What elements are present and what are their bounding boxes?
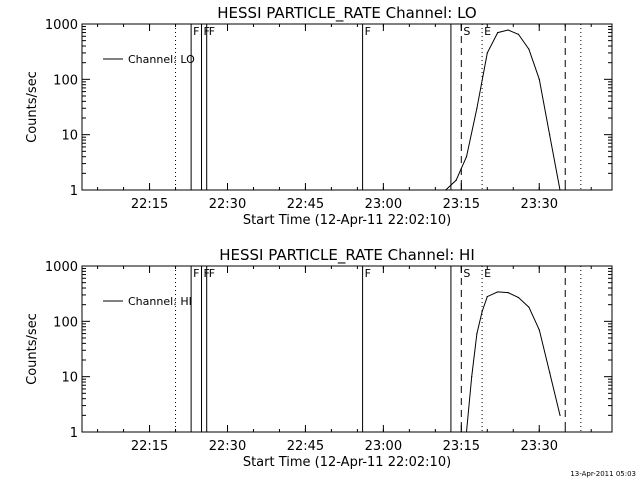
legend-label: Channel: LO — [128, 53, 195, 66]
data-point — [559, 189, 561, 191]
data-point — [507, 292, 509, 294]
chart-title: HESSI PARTICLE_RATE Channel: LO — [217, 4, 476, 23]
y-tick-label: 1 — [70, 184, 78, 199]
data-point — [538, 329, 540, 331]
data-point — [559, 414, 561, 416]
x-tick-label: 23:30 — [521, 197, 558, 212]
plot-frame — [81, 23, 613, 191]
y-axis-label: Counts/sec — [25, 313, 40, 385]
y-tick-label: 10 — [61, 371, 78, 386]
x-tick-label: 23:15 — [443, 197, 480, 212]
event-marker-label: S — [463, 25, 470, 38]
data-point — [528, 48, 530, 50]
event-marker-label: F — [193, 25, 199, 38]
data-point — [517, 296, 520, 299]
event-marker-label: F — [365, 25, 371, 38]
data-point — [486, 295, 488, 298]
data-point — [507, 29, 509, 31]
plot-frame — [81, 265, 613, 433]
data-point — [497, 291, 499, 293]
data-point — [528, 306, 530, 308]
y-tick-label: 1000 — [45, 18, 78, 33]
series-line — [445, 29, 561, 191]
x-axis-label: Start Time (12-Apr-11 22:02:10) — [243, 213, 451, 228]
data-point — [476, 107, 478, 109]
y-tick-label: 100 — [53, 315, 78, 330]
timestamp-label: 13-Apr-2011 05:03 — [570, 470, 636, 478]
y-tick-label: 1000 — [45, 260, 78, 275]
data-point — [486, 52, 488, 54]
event-marker-label: F — [193, 267, 199, 280]
x-tick-label: 22:30 — [209, 197, 246, 212]
data-point — [445, 189, 447, 191]
chart-panel-2: HESSI PARTICLE_RATE Channel: HI 22:15 22:3… — [25, 246, 613, 470]
data-point — [517, 33, 520, 35]
data-point — [497, 31, 499, 34]
series-line — [466, 291, 561, 433]
chart-panel-1: HESSI PARTICLE_RATE Channel: LO 22:15 22:3… — [25, 4, 613, 228]
y-tick-label: 10 — [61, 129, 78, 144]
data-point — [465, 431, 468, 433]
data-point — [455, 179, 457, 181]
data-point — [476, 333, 478, 335]
x-tick-label: 23:00 — [365, 439, 402, 454]
y-tick-label: 100 — [53, 73, 78, 88]
data-point — [549, 134, 551, 136]
event-marker-label: F — [365, 267, 371, 280]
chart-title: HESSI PARTICLE_RATE Channel: HI — [219, 246, 475, 265]
data-point — [549, 371, 551, 373]
x-tick-label: 22:15 — [131, 439, 168, 454]
x-tick-label: 22:45 — [287, 197, 324, 212]
data-point — [471, 376, 473, 378]
event-marker-label: F — [209, 25, 215, 38]
x-tick-label: 22:30 — [209, 439, 246, 454]
event-marker-label: S — [463, 267, 470, 280]
x-axis-label: Start Time (12-Apr-11 22:02:10) — [243, 455, 451, 470]
data-point — [538, 78, 540, 80]
x-tick-label: 22:45 — [287, 439, 324, 454]
x-tick-label: 23:00 — [365, 197, 402, 212]
event-marker-label: E — [484, 267, 491, 280]
y-axis-label: Counts/sec — [25, 71, 40, 143]
legend-label: Channel: HI — [128, 295, 192, 308]
data-point — [481, 310, 483, 313]
event-marker-label: F — [209, 267, 215, 280]
event-marker-label: E — [484, 25, 491, 38]
x-tick-label: 23:30 — [521, 439, 558, 454]
x-tick-label: 23:15 — [443, 439, 480, 454]
data-point — [465, 156, 468, 158]
y-tick-label: 1 — [70, 426, 78, 441]
x-tick-label: 22:15 — [131, 197, 168, 212]
